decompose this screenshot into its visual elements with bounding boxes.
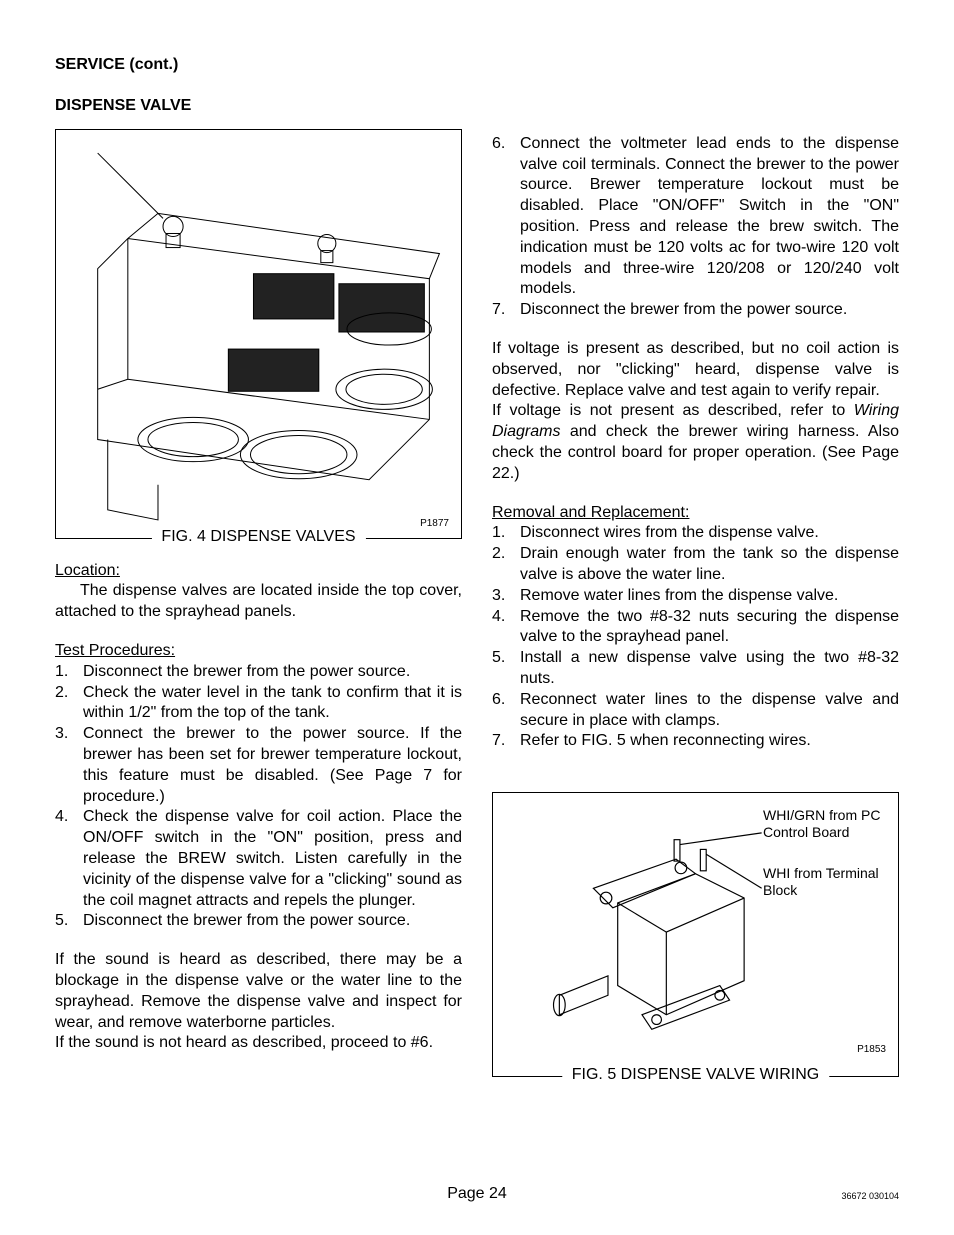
- list-item-text: Remove the two #8-32 nuts securing the d…: [520, 607, 899, 649]
- figure-5-box: WHI/GRN from PC Control Board WHI from T…: [492, 792, 899, 1077]
- footer-docno: 36672 030104: [841, 1191, 899, 1203]
- list-item: 6.Connect the voltmeter lead ends to the…: [492, 134, 899, 300]
- location-text: The dispense valves are located inside t…: [55, 581, 462, 623]
- list-item: 2.Check the water level in the tank to c…: [55, 683, 462, 725]
- figure-4-box: P1877 FIG. 4 DISPENSE VALVES: [55, 129, 462, 539]
- list-item: 1.Disconnect the brewer from the power s…: [55, 662, 462, 683]
- removal-heading: Removal and Replacement:: [492, 503, 899, 524]
- list-item-text: Refer to FIG. 5 when reconnecting wires.: [520, 731, 899, 752]
- wire-label-2: WHI from Terminal Block: [763, 865, 883, 899]
- valve-wiring-illustration: [501, 801, 890, 1068]
- list-item-text: Check the water level in the tank to con…: [83, 683, 462, 725]
- wire-label-1: WHI/GRN from PC Control Board: [763, 807, 883, 841]
- list-item: 6.Reconnect water lines to the dispense …: [492, 690, 899, 732]
- figure-4-caption: FIG. 4 DISPENSE VALVES: [151, 527, 365, 548]
- figure-5-caption: FIG. 5 DISPENSE VALVE WIRING: [562, 1065, 829, 1086]
- list-item-text: Connect the voltmeter lead ends to the d…: [520, 134, 899, 300]
- list-item-text: Disconnect the brewer from the power sou…: [83, 911, 462, 932]
- list-item-text: Drain enough water from the tank so the …: [520, 544, 899, 586]
- list-item-text: Disconnect wires from the dispense valve…: [520, 523, 899, 544]
- list-item: 5.Install a new dispense valve using the…: [492, 648, 899, 690]
- two-column-layout: DISPENSE VALVE: [55, 96, 899, 1087]
- list-item-text: Connect the brewer to the power source. …: [83, 724, 462, 807]
- list-item: 5.Disconnect the brewer from the power s…: [55, 911, 462, 932]
- location-heading: Location:: [55, 561, 462, 582]
- after-test-para1: If the sound is heard as described, ther…: [55, 950, 462, 1033]
- list-item-text: Install a new dispense valve using the t…: [520, 648, 899, 690]
- voltage-present-para: If voltage is present as described, but …: [492, 339, 899, 401]
- voltage-notpresent-para: If voltage is not present as described, …: [492, 401, 899, 484]
- list-item: 4.Check the dispense valve for coil acti…: [55, 807, 462, 911]
- brewer-illustration: [64, 138, 453, 530]
- para-pre: If voltage is not present as described, …: [492, 402, 854, 419]
- page-footer: Page 24: [0, 1184, 954, 1205]
- test-procedures-list: 1.Disconnect the brewer from the power s…: [55, 662, 462, 932]
- test-procedures-continued: 6.Connect the voltmeter lead ends to the…: [492, 134, 899, 321]
- removal-list: 1.Disconnect wires from the dispense val…: [492, 523, 899, 752]
- list-item-text: Disconnect the brewer from the power sou…: [520, 300, 899, 321]
- figure-5-partno: P1853: [857, 1043, 886, 1056]
- figure-4-partno: P1877: [420, 517, 449, 530]
- after-test-para2: If the sound is not heard as described, …: [55, 1033, 462, 1054]
- list-item: 3.Remove water lines from the dispense v…: [492, 586, 899, 607]
- list-item: 7.Refer to FIG. 5 when reconnecting wire…: [492, 731, 899, 752]
- left-column: DISPENSE VALVE: [55, 96, 462, 1087]
- list-item: 1.Disconnect wires from the dispense val…: [492, 523, 899, 544]
- test-procedures-heading: Test Procedures:: [55, 641, 462, 662]
- list-item-text: Check the dispense valve for coil action…: [83, 807, 462, 911]
- list-item: 4.Remove the two #8-32 nuts securing the…: [492, 607, 899, 649]
- right-column: 6.Connect the voltmeter lead ends to the…: [492, 96, 899, 1087]
- page-header: SERVICE (cont.): [55, 55, 899, 76]
- list-item-text: Remove water lines from the dispense val…: [520, 586, 899, 607]
- list-item-text: Disconnect the brewer from the power sou…: [83, 662, 462, 683]
- list-item: 3.Connect the brewer to the power source…: [55, 724, 462, 807]
- list-item: 7.Disconnect the brewer from the power s…: [492, 300, 899, 321]
- list-item: 2.Drain enough water from the tank so th…: [492, 544, 899, 586]
- section-title: DISPENSE VALVE: [55, 96, 462, 117]
- list-item-text: Reconnect water lines to the dispense va…: [520, 690, 899, 732]
